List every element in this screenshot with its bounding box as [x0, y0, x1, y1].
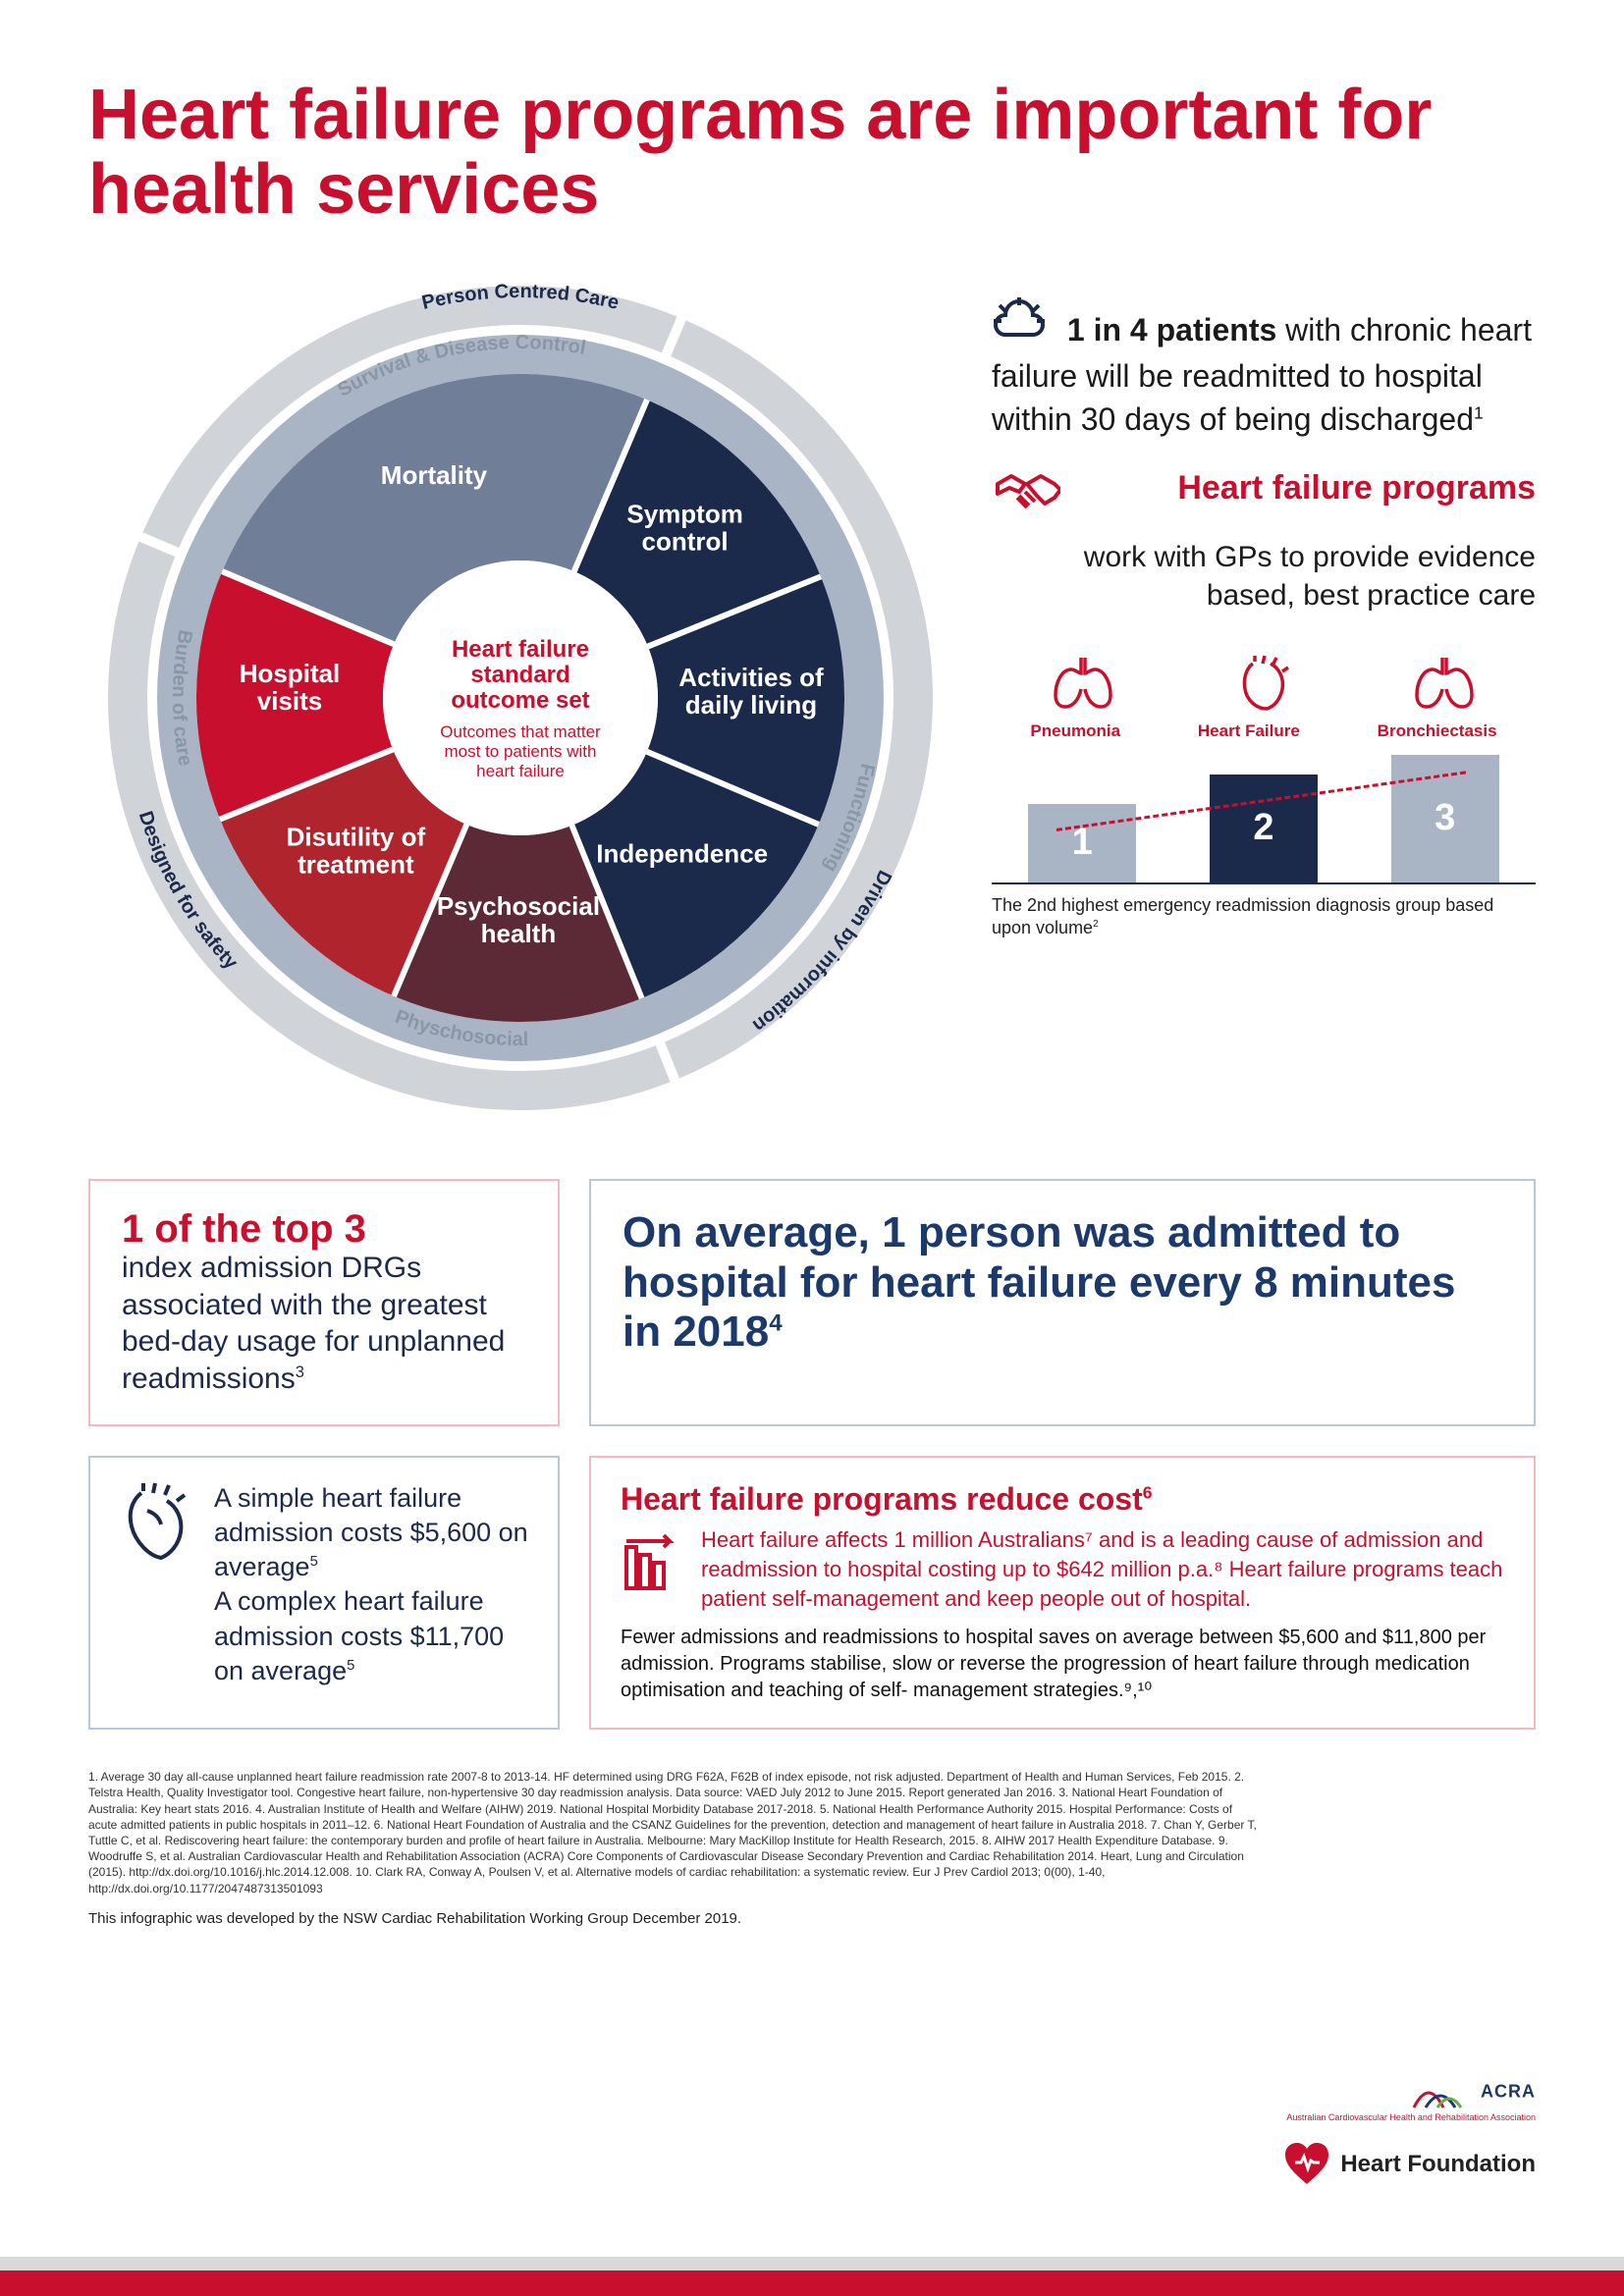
svg-text:Independence: Independence	[596, 839, 768, 869]
fact2-rest: work with GPs to provide evidence based,…	[992, 538, 1536, 614]
outcome-wheel: Symptomcontrol Activities ofdaily living I…	[88, 266, 952, 1130]
references: 1. Average 30 day all-cause unplanned he…	[88, 1769, 1536, 1896]
heart-anatomy-icon	[118, 1481, 194, 1704]
rank-label: Bronchiectasis	[1378, 721, 1497, 741]
box4-hdr: Heart failure programs reduce cost6	[621, 1481, 1504, 1518]
box-admission-cost: A simple heart failure admission costs $…	[88, 1456, 560, 1730]
box-every-8-min: On average, 1 person was admitted to hos…	[589, 1179, 1536, 1426]
footer-bar	[0, 2257, 1624, 2296]
stat-boxes-row-1: 1 of the top 3 index admission DRGs asso…	[88, 1179, 1536, 1426]
side-column: 1 in 4 patients with chronic heart failu…	[992, 266, 1536, 1130]
organ-icon	[1052, 654, 1114, 716]
readmission-rank-chart: PneumoniaHeart FailureBronchiectasis 123…	[992, 654, 1536, 940]
hospital-out-icon	[621, 1525, 683, 1613]
hf-logo-text: Heart Foundation	[1340, 2154, 1536, 2176]
box2-stmt: On average, 1 person was admitted to hos…	[623, 1208, 1502, 1358]
box1-big: 1 of the top 3	[122, 1208, 526, 1250]
svg-text:Mortality: Mortality	[381, 460, 488, 490]
box-reduce-cost: Heart failure programs reduce cost6 Hear…	[589, 1456, 1536, 1730]
rank-label: Pneumonia	[1030, 721, 1120, 741]
box3-line1: A simple heart failure admission costs $…	[214, 1483, 528, 1581]
box-top3-drg: 1 of the top 3 index admission DRGs asso…	[88, 1179, 560, 1426]
fact-readmission: 1 in 4 patients with chronic heart failu…	[992, 295, 1536, 441]
logos: ACRA Australian Cardiovascular Health an…	[1283, 2074, 1536, 2188]
organ-icon	[1413, 654, 1476, 716]
fact-programs: Heart failure programs work with GPs to …	[992, 470, 1536, 614]
svg-text:Disutility oftreatment: Disutility oftreatment	[287, 823, 426, 880]
box3-line2: A complex heart failure admission costs …	[214, 1586, 504, 1684]
heart-foundation-logo: Heart Foundation	[1283, 2141, 1536, 2188]
box1-rest: index admission DRGs associated with the…	[122, 1250, 526, 1397]
page-title: Heart failure programs are important for…	[88, 79, 1536, 227]
credit-line: This infographic was developed by the NS…	[88, 1910, 1536, 1927]
alert-icon	[992, 295, 1047, 355]
handshake-icon	[992, 470, 1060, 534]
acra-logo: ACRA Australian Cardiovascular Health an…	[1283, 2074, 1536, 2123]
box4-black-body: Fewer admissions and readmissions to hos…	[621, 1625, 1504, 1704]
stat-boxes-row-2: A simple heart failure admission costs $…	[88, 1456, 1536, 1730]
svg-text:Symptomcontrol: Symptomcontrol	[626, 499, 742, 556]
mini-chart-caption: The 2nd highest emergency readmission di…	[992, 894, 1536, 940]
organ-icon	[1235, 654, 1292, 716]
svg-text:Heart failurestandardoutcome s: Heart failurestandardoutcome set	[451, 636, 589, 714]
svg-text:Activities ofdaily living: Activities ofdaily living	[678, 663, 824, 720]
rank-bar: 2	[1210, 774, 1318, 882]
fact2-head: Heart failure programs	[1074, 470, 1536, 507]
box4-red-body: Heart failure affects 1 million Australi…	[701, 1525, 1504, 1613]
rank-label: Heart Failure	[1198, 721, 1300, 741]
fact1-sup: 1	[1474, 402, 1484, 422]
fact1-bold: 1 in 4 patients	[1067, 312, 1276, 347]
rank-bar: 1	[1028, 804, 1136, 882]
top-row: Symptomcontrol Activities ofdaily living I…	[88, 266, 1536, 1130]
